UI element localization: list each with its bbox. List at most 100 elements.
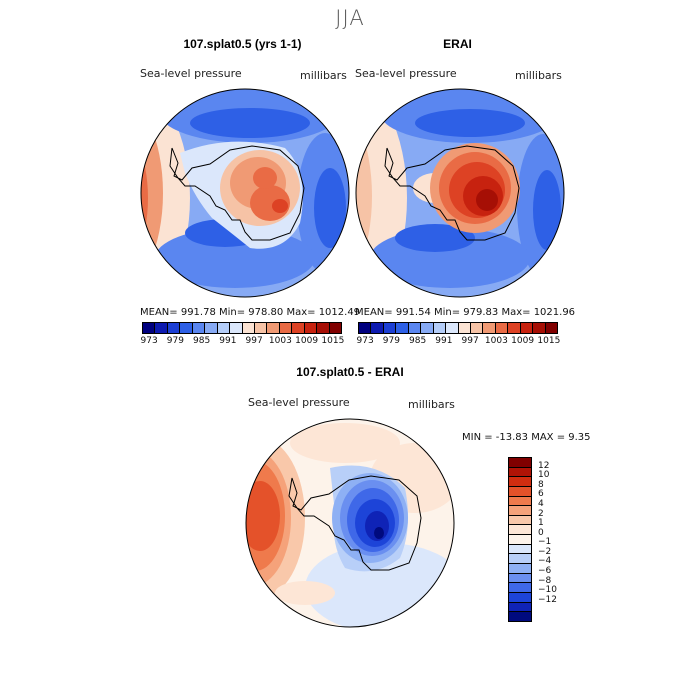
colorbar-swatch: [205, 323, 218, 333]
colorbar-swatch: [509, 486, 531, 497]
colorbar-swatch: [509, 554, 531, 565]
colorbar-tick-label: −10: [538, 585, 557, 596]
diff-stats: MIN = -13.83 MAX = 9.35: [462, 432, 591, 443]
obs-stats: MEAN= 991.54 Min= 979.83 Max= 1021.96: [355, 307, 576, 318]
colorbar-swatch: [433, 323, 447, 333]
colorbar-tick-label: 985: [193, 336, 211, 346]
colorbar-swatch: [545, 323, 557, 333]
colorbar-tick-label: 0: [538, 527, 544, 538]
colorbar-swatch: [495, 323, 509, 333]
colorbar-swatch: [242, 323, 255, 333]
colorbar-tick-label: 997: [461, 336, 479, 346]
colorbar-swatch: [292, 323, 305, 333]
colorbar-tick-label: −8: [538, 575, 552, 586]
model-panel-title: 107.splat0.5 (yrs 1-1): [183, 37, 302, 51]
colorbar-swatch: [217, 323, 231, 333]
colorbar-swatch: [509, 573, 531, 584]
colorbar-tick-label: 973: [356, 336, 374, 346]
colorbar-tick-label: −6: [538, 566, 552, 577]
colorbar-tick-label: −2: [538, 546, 552, 557]
colorbar-tick-label: −4: [538, 556, 552, 567]
colorbar-tick-label: 979: [166, 336, 184, 346]
colorbar-swatch: [254, 323, 268, 333]
obs-polar-map: [355, 88, 565, 298]
colorbar-tick-label: −1: [538, 537, 552, 548]
colorbar-tick-label: 12: [538, 460, 550, 471]
model-colorbar-labels: 973 979 985 991 997 1003 1009 1015: [136, 336, 346, 346]
colorbar-tick-label: 1: [538, 518, 544, 529]
colorbar-swatch: [509, 477, 531, 487]
colorbar-tick-label: 1015: [321, 336, 345, 346]
colorbar-tick-label: 1003: [268, 336, 292, 346]
colorbar-swatch: [304, 323, 318, 333]
colorbar-swatch: [279, 323, 293, 333]
colorbar-swatch: [509, 467, 531, 478]
colorbar-swatch: [371, 323, 384, 333]
colorbar-swatch: [509, 496, 531, 507]
colorbar-swatch: [359, 323, 372, 333]
diff-variable-label: Sea-level pressure: [248, 396, 350, 409]
obs-variable-label: Sea-level pressure: [355, 67, 457, 80]
model-colorbar: [142, 322, 342, 334]
model-variable-label: Sea-level pressure: [140, 67, 242, 80]
model-units-label: millibars: [300, 69, 347, 82]
colorbar-swatch: [329, 323, 341, 333]
colorbar-swatch: [509, 602, 531, 613]
diff-colorbar-labels: 12 10 8 6 4 2 1 0 −1 −2 −4 −6 −8 −10 −12: [538, 457, 578, 620]
colorbar-swatch: [408, 323, 422, 333]
colorbar-swatch: [509, 612, 531, 621]
colorbar-swatch: [509, 458, 531, 468]
colorbar-tick-label: 6: [538, 489, 544, 500]
colorbar-swatch: [180, 323, 193, 333]
season-title: JJA: [335, 6, 365, 30]
colorbar-swatch: [230, 323, 243, 333]
colorbar-tick-label: 973: [140, 336, 158, 346]
colorbar-swatch: [509, 583, 531, 593]
colorbar-tick-label: 997: [245, 336, 263, 346]
colorbar-swatch: [192, 323, 206, 333]
colorbar-swatch: [509, 564, 531, 574]
colorbar-swatch: [509, 515, 531, 526]
colorbar-tick-label: 991: [219, 336, 237, 346]
colorbar-swatch: [509, 525, 531, 536]
obs-colorbar: [358, 322, 558, 334]
colorbar-tick-label: 2: [538, 508, 544, 519]
colorbar-swatch: [155, 323, 168, 333]
diff-panel-title: 107.splat0.5 - ERAI: [296, 365, 404, 379]
obs-units-label: millibars: [515, 69, 562, 82]
colorbar-swatch: [446, 323, 459, 333]
model-polar-map: [140, 88, 350, 298]
colorbar-tick-label: 8: [538, 479, 544, 490]
colorbar-tick-label: −12: [538, 594, 557, 605]
colorbar-swatch: [458, 323, 471, 333]
colorbar-swatch: [143, 323, 156, 333]
colorbar-tick-label: 985: [409, 336, 427, 346]
colorbar-swatch: [509, 592, 531, 603]
model-stats: MEAN= 991.78 Min= 978.80 Max= 1012.49: [140, 307, 361, 318]
colorbar-swatch: [317, 323, 330, 333]
colorbar-swatch: [167, 323, 181, 333]
colorbar-tick-label: 1009: [511, 336, 535, 346]
colorbar-tick-label: 1003: [484, 336, 508, 346]
colorbar-swatch: [383, 323, 397, 333]
colorbar-swatch: [509, 544, 531, 555]
diff-units-label: millibars: [408, 398, 455, 411]
colorbar-tick-label: 979: [382, 336, 400, 346]
colorbar-tick-label: 1015: [537, 336, 561, 346]
obs-panel-title: ERAI: [443, 37, 472, 51]
obs-colorbar-labels: 973 979 985 991 997 1003 1009 1015: [352, 336, 562, 346]
colorbar-swatch: [508, 323, 521, 333]
diff-colorbar: [508, 457, 532, 622]
colorbar-swatch: [509, 535, 531, 545]
colorbar-swatch: [509, 506, 531, 516]
colorbar-swatch: [421, 323, 434, 333]
colorbar-swatch: [470, 323, 484, 333]
diff-polar-map: [245, 418, 455, 628]
colorbar-swatch: [267, 323, 280, 333]
colorbar-tick-label: 10: [538, 470, 550, 481]
colorbar-tick-label: 4: [538, 498, 544, 509]
colorbar-swatch: [533, 323, 546, 333]
colorbar-tick-label: 1009: [295, 336, 319, 346]
colorbar-swatch: [396, 323, 409, 333]
colorbar-swatch: [483, 323, 496, 333]
